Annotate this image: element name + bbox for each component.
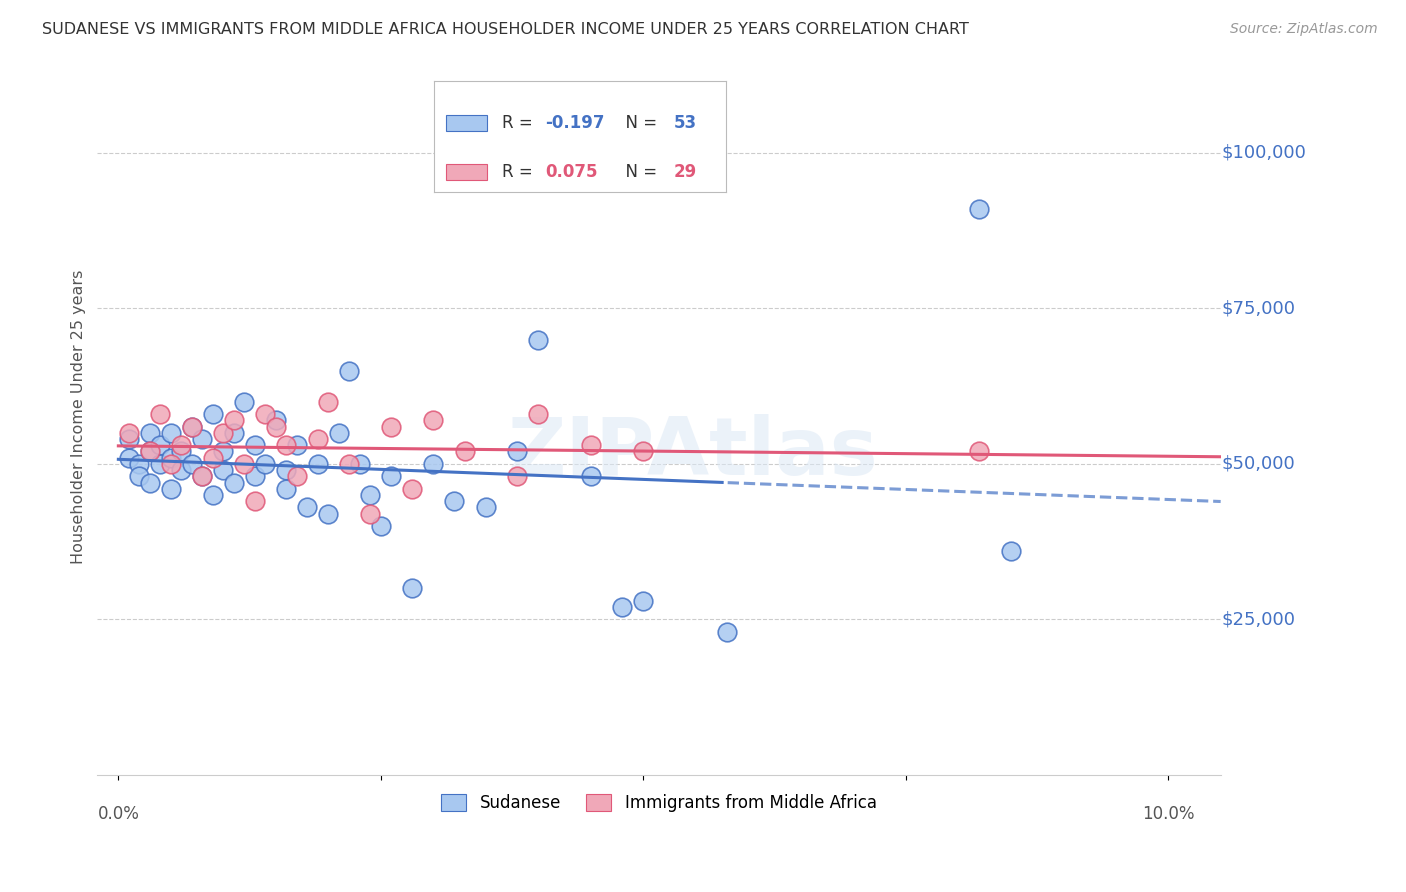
Point <box>318 507 340 521</box>
Point <box>160 457 183 471</box>
Point <box>160 450 183 465</box>
Point <box>222 475 245 490</box>
Point <box>139 444 162 458</box>
Point <box>527 407 550 421</box>
Point <box>454 444 477 458</box>
Point <box>212 444 235 458</box>
Point <box>180 457 202 471</box>
Point <box>243 494 266 508</box>
Point <box>359 488 381 502</box>
Point <box>118 450 141 465</box>
Point <box>380 419 402 434</box>
Point <box>359 507 381 521</box>
Point <box>579 438 602 452</box>
Point <box>128 469 150 483</box>
Point <box>276 482 298 496</box>
Point <box>307 432 329 446</box>
Point <box>370 519 392 533</box>
Point <box>201 407 224 421</box>
Point <box>201 450 224 465</box>
Point <box>264 419 287 434</box>
Point <box>967 202 990 216</box>
Point <box>318 394 340 409</box>
Point <box>160 425 183 440</box>
Point <box>191 432 214 446</box>
Point <box>191 469 214 483</box>
Point <box>222 425 245 440</box>
Point <box>297 500 319 515</box>
Text: ZIPAtlas: ZIPAtlas <box>508 414 879 492</box>
Point <box>212 425 235 440</box>
Point <box>285 438 308 452</box>
Point <box>967 444 990 458</box>
Point <box>191 469 214 483</box>
Text: $75,000: $75,000 <box>1222 300 1296 318</box>
Point <box>633 444 655 458</box>
Point <box>422 413 444 427</box>
Point <box>160 482 183 496</box>
Text: $25,000: $25,000 <box>1222 610 1296 629</box>
Point <box>139 425 162 440</box>
Point <box>243 469 266 483</box>
Point <box>443 494 465 508</box>
Point <box>276 463 298 477</box>
Point <box>233 457 256 471</box>
Point <box>254 407 277 421</box>
Text: SUDANESE VS IMMIGRANTS FROM MIDDLE AFRICA HOUSEHOLDER INCOME UNDER 25 YEARS CORR: SUDANESE VS IMMIGRANTS FROM MIDDLE AFRIC… <box>42 22 969 37</box>
Point <box>506 444 529 458</box>
Point <box>118 425 141 440</box>
Point <box>401 482 423 496</box>
Point <box>328 425 350 440</box>
Point <box>527 333 550 347</box>
Legend: Sudanese, Immigrants from Middle Africa: Sudanese, Immigrants from Middle Africa <box>433 786 884 821</box>
Point <box>401 582 423 596</box>
Point <box>180 419 202 434</box>
Point <box>170 463 193 477</box>
Point <box>170 438 193 452</box>
Point <box>254 457 277 471</box>
Point <box>222 413 245 427</box>
Point <box>149 457 172 471</box>
Point <box>118 432 141 446</box>
Point <box>180 419 202 434</box>
Point <box>139 444 162 458</box>
Point <box>612 599 634 614</box>
Point <box>337 363 360 377</box>
Y-axis label: Householder Income Under 25 years: Householder Income Under 25 years <box>72 270 86 565</box>
Point <box>422 457 444 471</box>
Point <box>139 475 162 490</box>
Text: $100,000: $100,000 <box>1222 144 1306 162</box>
Point <box>1000 544 1022 558</box>
Point <box>212 463 235 477</box>
Text: 10.0%: 10.0% <box>1142 805 1195 823</box>
Point <box>243 438 266 452</box>
Point <box>349 457 371 471</box>
Point <box>128 457 150 471</box>
Point <box>380 469 402 483</box>
Point <box>475 500 498 515</box>
Point <box>633 593 655 607</box>
Point <box>264 413 287 427</box>
Point <box>149 407 172 421</box>
Point <box>307 457 329 471</box>
Point <box>285 469 308 483</box>
Point <box>506 469 529 483</box>
Point <box>201 488 224 502</box>
Text: Source: ZipAtlas.com: Source: ZipAtlas.com <box>1230 22 1378 37</box>
Point <box>170 444 193 458</box>
Point <box>233 394 256 409</box>
Point <box>716 624 738 639</box>
Point <box>337 457 360 471</box>
Text: 0.0%: 0.0% <box>97 805 139 823</box>
Point <box>149 438 172 452</box>
Point <box>276 438 298 452</box>
Text: $50,000: $50,000 <box>1222 455 1295 473</box>
Point <box>579 469 602 483</box>
